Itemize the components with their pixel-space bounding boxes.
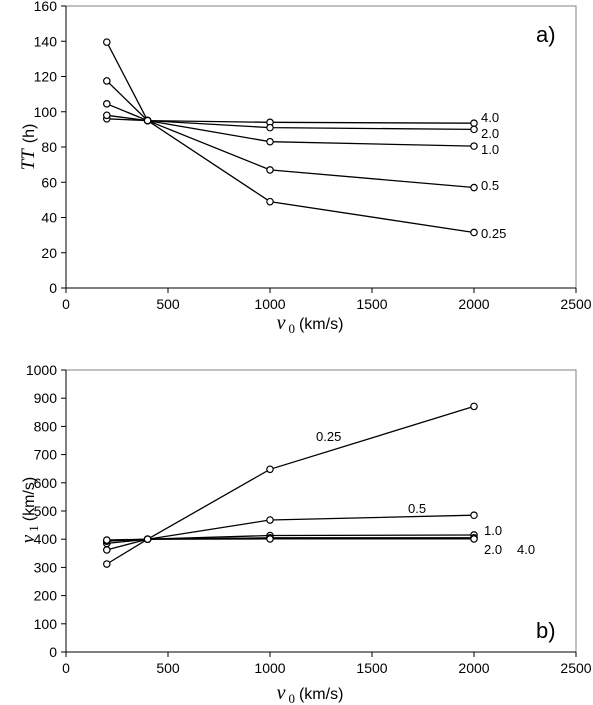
y-tick-label: 0 bbox=[49, 644, 57, 660]
x-tick-label: 2500 bbox=[560, 660, 591, 676]
y-tick-label: 100 bbox=[34, 616, 58, 632]
x-axis-title: v 0 (km/s) bbox=[277, 682, 344, 705]
y-tick-label: 1000 bbox=[26, 362, 57, 378]
data-point bbox=[470, 142, 478, 150]
y-axis-var: v bbox=[18, 534, 39, 543]
x-axis-sub: 0 bbox=[288, 691, 295, 705]
data-point bbox=[103, 536, 111, 544]
y-tick-label: 80 bbox=[41, 139, 57, 155]
y-tick-label: 20 bbox=[41, 245, 57, 261]
y-tick-label: 160 bbox=[34, 0, 58, 14]
x-axis-unit: (km/s) bbox=[299, 686, 343, 703]
series-label: 1.0 bbox=[484, 523, 502, 538]
y-tick-label: 900 bbox=[34, 390, 58, 406]
series-label: 0.5 bbox=[481, 178, 499, 193]
y-tick-label: 300 bbox=[34, 559, 58, 575]
series-line-0.25 bbox=[106, 41, 475, 234]
x-tick-label: 1500 bbox=[356, 660, 387, 676]
y-tick-label: 0 bbox=[49, 280, 57, 296]
x-axis-title: v 0 (km/s) bbox=[277, 312, 344, 336]
x-tick-label: 0 bbox=[62, 296, 70, 312]
x-tick-label: 500 bbox=[156, 296, 180, 312]
series-label: 0.25 bbox=[316, 429, 341, 444]
x-tick-label: 0 bbox=[62, 660, 70, 676]
data-point bbox=[103, 560, 111, 568]
series-label: 1.0 bbox=[481, 142, 499, 157]
data-point bbox=[266, 123, 274, 132]
series-line-4.0 bbox=[106, 118, 475, 124]
series-label: 2.0 bbox=[481, 126, 499, 141]
panel-label: a) bbox=[536, 22, 556, 47]
data-point bbox=[143, 535, 152, 544]
data-point bbox=[470, 511, 478, 520]
series-label: 4.0 bbox=[481, 110, 499, 125]
data-point bbox=[103, 38, 111, 46]
y-axis-var: TT bbox=[18, 148, 39, 171]
y-tick-label: 600 bbox=[34, 475, 58, 491]
data-point bbox=[103, 77, 111, 85]
x-tick-label: 1000 bbox=[254, 660, 285, 676]
data-point bbox=[470, 119, 478, 128]
data-point bbox=[470, 228, 478, 237]
series-label: 0.25 bbox=[481, 226, 506, 241]
data-point bbox=[470, 125, 478, 134]
data-point bbox=[266, 535, 274, 543]
y-tick-label: 140 bbox=[34, 33, 58, 49]
y-tick-label: 60 bbox=[41, 174, 57, 190]
chart-panel-a: 0 20 40 60 80 100 120 140 160 0 500 1000 1500 2000 250… bbox=[18, 0, 592, 336]
data-point bbox=[266, 166, 274, 174]
y-axis-unit: (km/s) bbox=[21, 477, 38, 521]
series-line-0.25 bbox=[106, 405, 475, 565]
chart-panel-b: 0 100 200 300 400 500 600 700 800 900 1000 0 500 1000… bbox=[18, 362, 592, 705]
series-label: 0.5 bbox=[408, 501, 426, 516]
data-point bbox=[266, 137, 274, 146]
series-label: 4.0 bbox=[517, 542, 535, 557]
x-tick-label: 500 bbox=[156, 660, 180, 676]
series-line-1.0 bbox=[106, 103, 475, 147]
data-point bbox=[143, 116, 152, 125]
x-tick-label: 1500 bbox=[356, 296, 387, 312]
plot-frame bbox=[65, 5, 577, 289]
series-line-2.0 bbox=[106, 114, 475, 131]
data-point bbox=[266, 516, 274, 524]
series-line-0.5 bbox=[106, 80, 475, 189]
x-axis-var: v bbox=[277, 312, 286, 334]
plot-frame bbox=[65, 369, 577, 653]
series-line-4.0 bbox=[106, 538, 474, 541]
y-tick-label: 200 bbox=[34, 588, 58, 604]
series-line-0.5 bbox=[106, 514, 475, 551]
y-tick-label: 500 bbox=[34, 503, 58, 519]
y-tick-label: 100 bbox=[34, 104, 58, 120]
panel-label: b) bbox=[536, 618, 556, 643]
x-tick-label: 2000 bbox=[458, 296, 489, 312]
x-tick-label: 2500 bbox=[560, 296, 591, 312]
data-point bbox=[470, 535, 478, 543]
data-point bbox=[266, 465, 274, 474]
y-axis-unit: (h) bbox=[21, 124, 38, 144]
x-axis-sub: 0 bbox=[288, 321, 295, 336]
data-point bbox=[266, 197, 274, 206]
data-point bbox=[103, 546, 111, 554]
y-tick-label: 120 bbox=[34, 69, 58, 85]
series-line-1.0 bbox=[106, 534, 475, 545]
y-axis-sub: 1 bbox=[26, 525, 41, 532]
y-axis-title: TT (h) bbox=[18, 124, 39, 171]
y-tick-label: 700 bbox=[34, 447, 58, 463]
data-point bbox=[470, 183, 478, 192]
data-point bbox=[103, 111, 111, 120]
x-axis-var: v bbox=[277, 682, 286, 704]
y-tick-label: 40 bbox=[41, 210, 57, 226]
data-point bbox=[103, 100, 111, 108]
y-tick-label: 400 bbox=[34, 531, 58, 547]
x-tick-label: 1000 bbox=[254, 296, 285, 312]
series-label: 2.0 bbox=[484, 542, 502, 557]
y-tick-label: 800 bbox=[34, 418, 58, 434]
data-point bbox=[470, 402, 478, 411]
x-axis-unit: (km/s) bbox=[299, 316, 343, 333]
y-axis-title: v 1 (km/s) bbox=[18, 477, 41, 543]
x-tick-label: 2000 bbox=[458, 660, 489, 676]
